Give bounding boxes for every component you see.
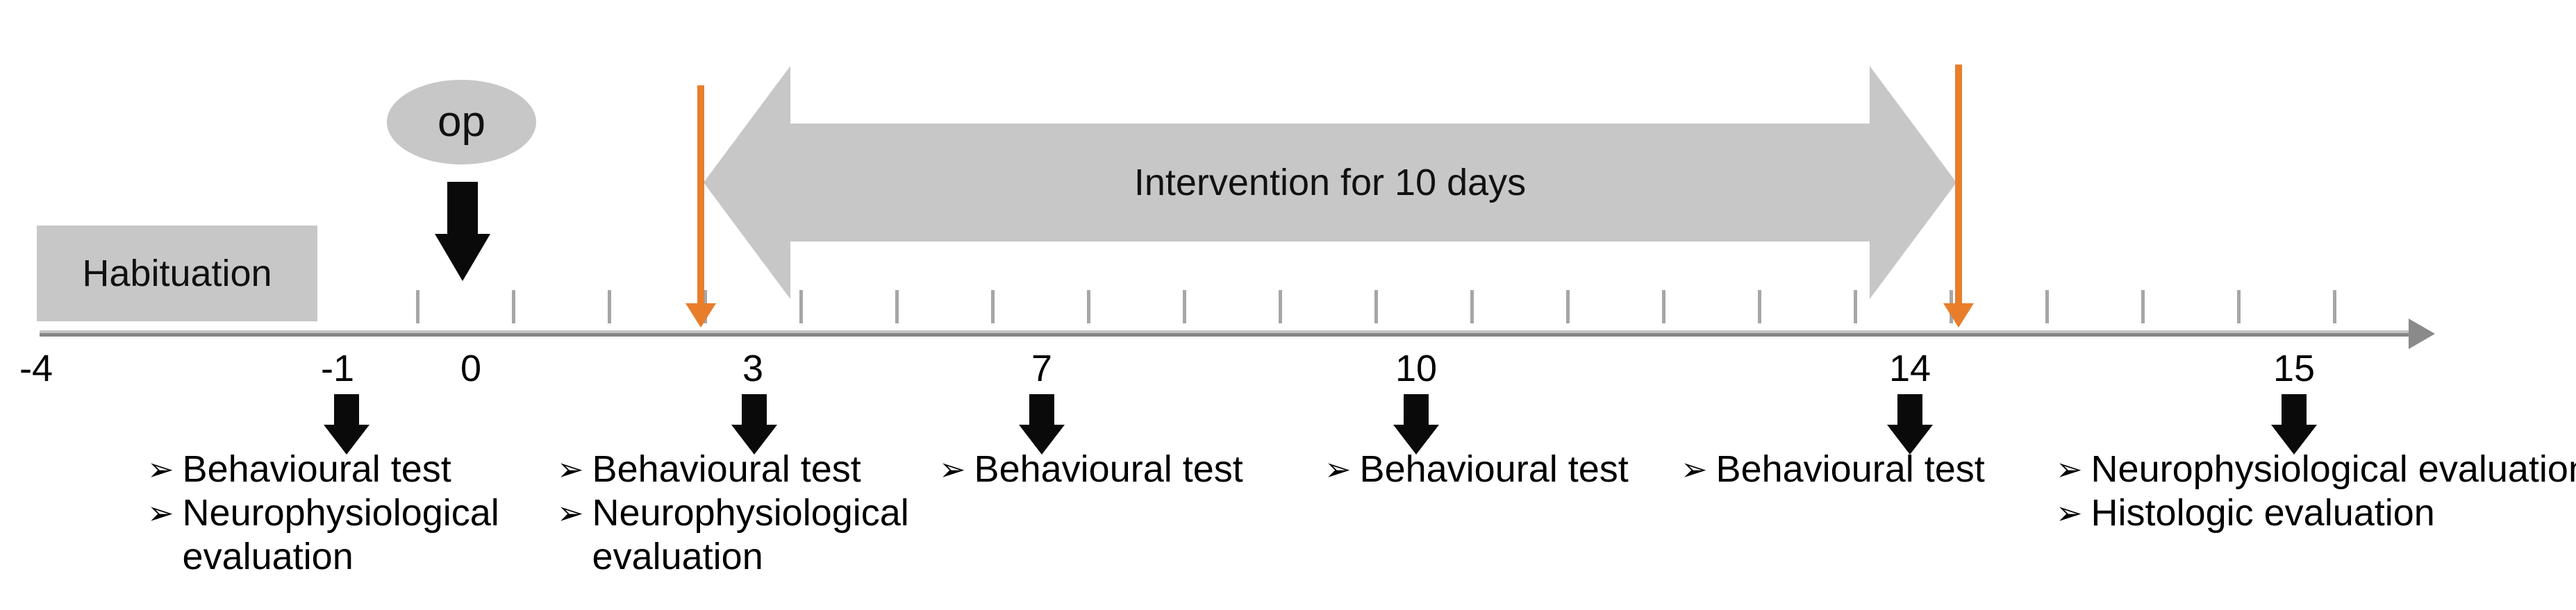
event-list-day7: ➢ Behavioural test xyxy=(939,448,1243,491)
arrow-bullet-icon: ➢ xyxy=(557,450,584,488)
list-item: ➢ Behavioural test xyxy=(1324,448,1629,491)
event-text: Behavioural test xyxy=(182,448,451,490)
event-list-day10: ➢ Behavioural test xyxy=(1324,448,1629,491)
down-arrow-icon-day15 xyxy=(2271,394,2317,455)
event-text: Behavioural test xyxy=(1359,448,1629,490)
op-down-arrow-icon xyxy=(435,182,490,281)
down-arrow-icon-day14 xyxy=(1887,394,1933,455)
event-text: Behavioural test xyxy=(974,448,1243,490)
list-item: ➢ Behavioural test xyxy=(147,448,516,491)
list-item: ➢ Neurophysiological evaluation xyxy=(557,491,926,579)
habituation-label: Habituation xyxy=(82,253,272,294)
list-item: ➢ Neurophysiological evaluation xyxy=(2056,448,2576,491)
day-label-minus1: -1 xyxy=(320,348,354,389)
day-label-3: 3 xyxy=(742,348,764,389)
event-list-day15: ➢ Neurophysiological evaluation ➢ Histol… xyxy=(2056,448,2576,535)
day-label-14: 14 xyxy=(1888,348,1931,389)
arrow-bullet-icon: ➢ xyxy=(939,450,966,488)
day-label-0: 0 xyxy=(460,348,482,389)
timeline-axis xyxy=(40,319,2435,349)
list-item: ➢ Behavioural test xyxy=(557,448,926,491)
list-item: ➢ Behavioural test xyxy=(939,448,1243,491)
arrow-bullet-icon: ➢ xyxy=(147,450,174,488)
down-arrow-icon-day3 xyxy=(731,394,777,455)
event-text: Behavioural test xyxy=(592,448,861,490)
event-text: Neurophysiological evaluation xyxy=(592,492,909,577)
habituation-box: Habituation xyxy=(37,226,317,321)
arrow-bullet-icon: ➢ xyxy=(1681,450,1708,488)
day-label-10: 10 xyxy=(1395,348,1438,389)
event-text: Neurophysiological evaluation xyxy=(182,492,499,577)
list-item: ➢ Histologic evaluation xyxy=(2056,491,2576,535)
arrow-bullet-icon: ➢ xyxy=(1324,450,1352,488)
intervention-label: Intervention for 10 days xyxy=(1133,162,1527,203)
event-text: Histologic evaluation xyxy=(2091,492,2435,534)
intervention-double-arrow-icon xyxy=(704,66,1956,299)
day-label-minus4: -4 xyxy=(19,348,53,389)
down-arrow-icon-day10 xyxy=(1393,394,1439,455)
event-text: Neurophysiological evaluation xyxy=(2091,448,2576,490)
day-label-15: 15 xyxy=(2272,348,2316,389)
op-oval: op xyxy=(387,80,536,164)
event-list-day-minus1: ➢ Behavioural test ➢ Neurophysiological … xyxy=(147,448,516,579)
orange-marker-arrow-day3 xyxy=(685,85,716,328)
orange-marker-arrow-day14 xyxy=(1943,65,1974,328)
event-list-day3: ➢ Behavioural test ➢ Neurophysiological … xyxy=(557,448,926,579)
day-label-7: 7 xyxy=(1031,348,1053,389)
list-item: ➢ Neurophysiological evaluation xyxy=(147,491,516,579)
event-text: Behavioural test xyxy=(1715,448,1985,490)
arrow-bullet-icon: ➢ xyxy=(147,494,174,532)
arrow-bullet-icon: ➢ xyxy=(2056,494,2083,532)
list-item: ➢ Behavioural test xyxy=(1681,448,1985,491)
op-label: op xyxy=(438,98,485,146)
arrow-bullet-icon: ➢ xyxy=(2056,450,2083,488)
down-arrow-icon-day-minus1 xyxy=(324,394,369,455)
event-list-day14: ➢ Behavioural test xyxy=(1681,448,1985,491)
axis-ticks xyxy=(416,290,2336,323)
arrow-bullet-icon: ➢ xyxy=(557,494,584,532)
down-arrow-icon-day7 xyxy=(1019,394,1065,455)
